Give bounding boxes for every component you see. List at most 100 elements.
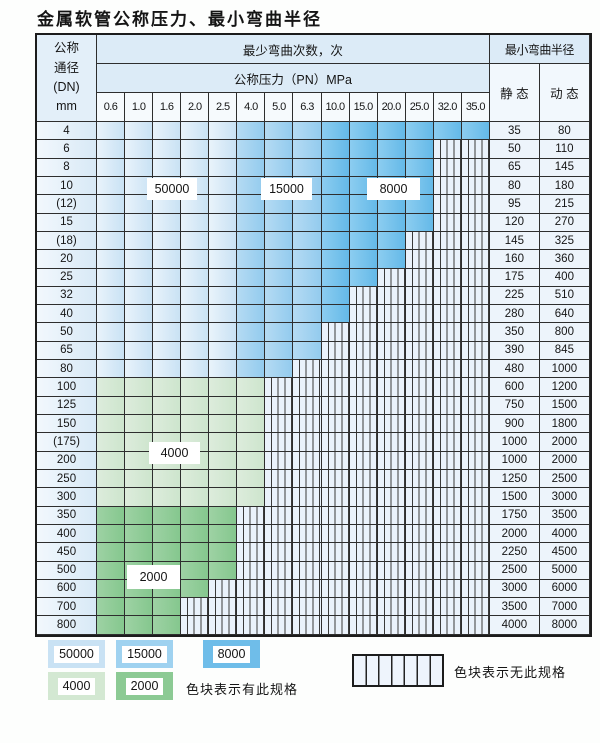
no-spec-cell	[405, 360, 434, 379]
dynamic-radius-cell: 800	[539, 323, 590, 342]
pressure-col-header: 10.0	[321, 93, 350, 122]
spec-cell	[97, 158, 126, 177]
dn-cell: (175)	[37, 433, 97, 452]
spec-cell	[265, 360, 294, 379]
spec-cell	[377, 158, 406, 177]
dynamic-radius-cell: 3000	[539, 488, 590, 507]
no-spec-cell	[405, 323, 434, 342]
spec-cell	[237, 433, 266, 452]
dynamic-radius-cell: 3500	[539, 506, 590, 525]
no-spec-cell	[461, 213, 490, 232]
no-spec-cell	[265, 433, 294, 452]
dn-cell: 15	[37, 213, 97, 232]
no-spec-cell	[293, 415, 322, 434]
static-radius-cell: 160	[489, 250, 540, 269]
spec-cell	[293, 323, 322, 342]
no-spec-cell	[433, 286, 462, 306]
no-spec-cell	[405, 506, 434, 525]
spec-cell	[153, 616, 182, 635]
no-spec-cell	[349, 360, 378, 379]
no-spec-cell	[293, 561, 322, 580]
spec-cell	[237, 140, 266, 159]
dynamic-radius-cell: 4500	[539, 543, 590, 562]
no-spec-cell	[377, 396, 406, 415]
dynamic-radius-cell: 145	[539, 158, 590, 177]
no-spec-cell	[377, 488, 406, 507]
no-spec-cell	[209, 579, 238, 599]
spec-cell	[125, 195, 154, 214]
spec-cell	[181, 415, 210, 434]
spec-cell	[237, 122, 266, 141]
no-spec-cell	[377, 286, 406, 306]
static-radius-cell: 4000	[489, 616, 540, 635]
spec-cell	[125, 506, 154, 525]
no-spec-cell	[405, 286, 434, 306]
spec-cell	[237, 213, 266, 232]
no-spec-cell	[265, 616, 294, 635]
spec-cell	[125, 543, 154, 562]
no-spec-cell	[405, 341, 434, 361]
no-spec-cell	[461, 140, 490, 159]
spec-cell	[181, 213, 210, 232]
spec-cell	[125, 268, 154, 287]
spec-cell	[461, 122, 490, 141]
spec-cell	[209, 469, 238, 489]
no-spec-cell	[433, 195, 462, 214]
spec-cell	[209, 433, 238, 452]
no-spec-cell	[433, 415, 462, 434]
spec-cell	[293, 268, 322, 287]
spec-cell	[237, 415, 266, 434]
no-spec-cell	[433, 140, 462, 159]
no-spec-cell	[461, 506, 490, 525]
legend-no-spec-note: 色块表示无此规格	[454, 665, 567, 680]
spec-cell	[153, 469, 182, 489]
no-spec-cell	[461, 158, 490, 177]
no-spec-cell	[461, 360, 490, 379]
spec-cell	[321, 286, 350, 306]
pressure-col-header: 2.5	[209, 93, 238, 122]
no-spec-cell	[405, 488, 434, 507]
spec-cell	[125, 305, 154, 324]
no-spec-cell	[377, 524, 406, 544]
dn-cell: 100	[37, 378, 97, 397]
spec-cell	[125, 122, 154, 141]
dynamic-radius-cell: 7000	[539, 598, 590, 617]
no-spec-cell	[433, 561, 462, 580]
no-spec-cell	[377, 506, 406, 525]
spec-cell	[181, 268, 210, 287]
no-spec-cell	[377, 433, 406, 452]
spec-cell	[125, 323, 154, 342]
spec-cell	[181, 158, 210, 177]
spec-cell	[237, 231, 266, 251]
spec-cell	[153, 268, 182, 287]
spec-cell	[209, 268, 238, 287]
no-spec-cell	[405, 433, 434, 452]
no-spec-cell	[433, 231, 462, 251]
spec-cell	[377, 250, 406, 269]
spec-cell	[125, 378, 154, 397]
dn-cell: 40	[37, 305, 97, 324]
dn-cell: 450	[37, 543, 97, 562]
dynamic-radius-cell: 180	[539, 176, 590, 196]
spec-cell	[209, 250, 238, 269]
pressure-col-header: 35.0	[461, 93, 490, 122]
spec-cell	[97, 396, 126, 415]
spec-cell	[237, 158, 266, 177]
dynamic-radius-cell: 8000	[539, 616, 590, 635]
pressure-col-header: 5.0	[265, 93, 294, 122]
no-spec-cell	[377, 341, 406, 361]
spec-cell	[293, 286, 322, 306]
dn-cell: 32	[37, 286, 97, 306]
no-spec-cell	[349, 451, 378, 470]
spec-cell	[97, 231, 126, 251]
spec-cell	[237, 488, 266, 507]
dynamic-radius-cell: 1200	[539, 378, 590, 397]
spec-cell	[349, 268, 378, 287]
dn-cell: 150	[37, 415, 97, 434]
no-spec-cell	[377, 378, 406, 397]
static-column-header: 静 态	[489, 64, 540, 122]
pressure-col-header: 32.0	[433, 93, 462, 122]
no-spec-cell	[349, 561, 378, 580]
no-spec-cell	[293, 616, 322, 635]
spec-cell	[153, 524, 182, 544]
